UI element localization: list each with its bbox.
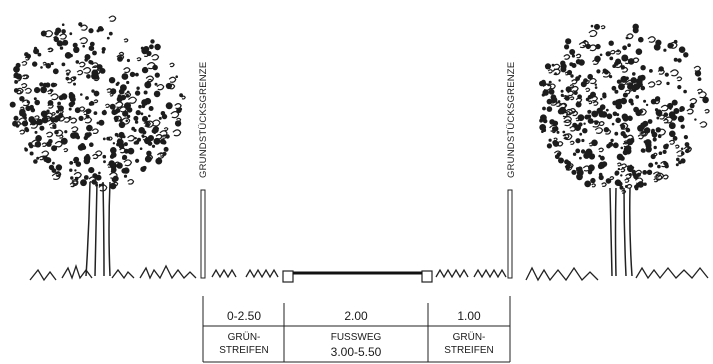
left-strip-label-line1: GRÜN- xyxy=(228,331,261,343)
footpath-label-line2: 3.00-5.50 xyxy=(331,345,382,359)
right-tree-crown xyxy=(539,23,710,194)
dimension-table xyxy=(202,296,511,363)
left-tree xyxy=(9,15,186,277)
ground-grass xyxy=(29,263,709,282)
width-right-value: 1.00 xyxy=(457,309,481,323)
width-left-value: 0-2.50 xyxy=(227,309,261,323)
left-strip-label-line2: STREIFEN xyxy=(219,345,268,356)
right-boundary-label: GRUNDSTÜCKSGRENZE xyxy=(506,62,517,178)
right-boundary-post xyxy=(507,189,513,279)
left-curb xyxy=(282,270,294,283)
footpath-surface xyxy=(282,270,433,283)
right-tree xyxy=(539,23,710,277)
left-boundary: GRUNDSTÜCKSGRENZE xyxy=(198,62,209,279)
left-tree-crown xyxy=(9,15,186,192)
right-curb xyxy=(421,270,433,283)
left-tree-trunk xyxy=(85,181,111,277)
right-strip-label-line1: GRÜN- xyxy=(453,331,486,343)
left-boundary-post xyxy=(200,189,206,279)
right-strip-label-line2: STREIFEN xyxy=(444,345,493,356)
left-boundary-label: GRUNDSTÜCKSGRENZE xyxy=(198,62,209,178)
width-middle-value: 2.00 xyxy=(344,309,368,323)
right-tree-trunk xyxy=(609,187,633,277)
footpath-label-line1: FUSSWEG xyxy=(331,332,382,343)
right-boundary: GRUNDSTÜCKSGRENZE xyxy=(506,62,517,279)
